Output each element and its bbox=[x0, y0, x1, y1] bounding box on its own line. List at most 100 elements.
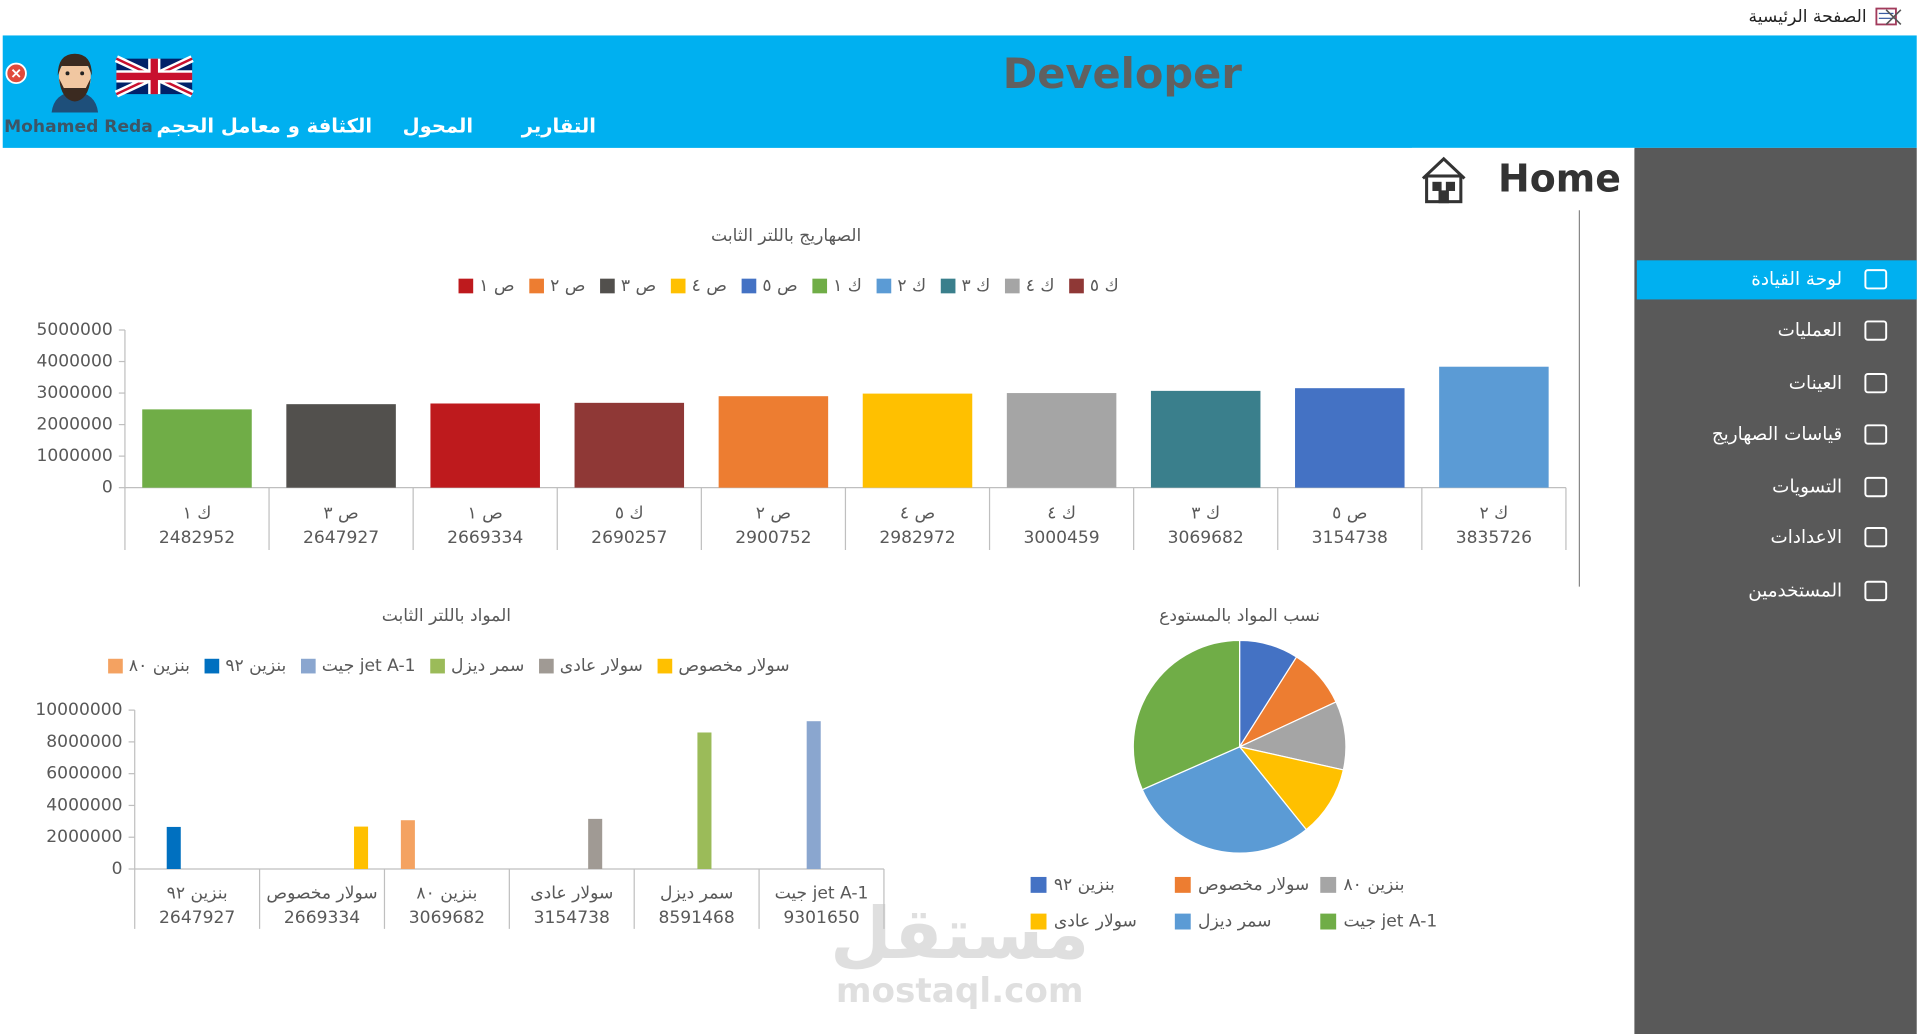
y-tick-label: 10000000 bbox=[35, 700, 122, 720]
value-label: 2900752 bbox=[735, 528, 811, 548]
legend-swatch bbox=[529, 278, 544, 294]
value-label: 3835726 bbox=[1456, 528, 1532, 548]
legend-label: ص ٢ bbox=[550, 276, 585, 296]
x-tick-label: ك ٣ bbox=[1191, 503, 1220, 523]
legend-swatch bbox=[741, 278, 757, 294]
y-tick-label: 0 bbox=[102, 478, 113, 498]
y-tick-label: 1000000 bbox=[37, 446, 113, 466]
sidebar-item[interactable]: التسويات bbox=[1772, 477, 1842, 498]
menu-item[interactable]: الكثافة و معامل الحجم bbox=[157, 115, 373, 138]
y-tick-label: 2000000 bbox=[46, 827, 122, 847]
y-tick-label: 5000000 bbox=[37, 320, 113, 340]
y-tick-label: 2000000 bbox=[37, 415, 113, 435]
sidebar-item[interactable]: الاعدادات bbox=[1770, 527, 1842, 548]
legend-swatch bbox=[108, 658, 123, 674]
sidebar-item[interactable]: المستخدمين bbox=[1748, 581, 1842, 602]
sidebar-item[interactable]: العمليات bbox=[1778, 320, 1843, 341]
x-tick-label: سمر ديزل bbox=[660, 883, 733, 903]
value-label: 2690257 bbox=[591, 528, 667, 548]
legend: ص ١ ص ٢ ص ٣ ص ٤ ص ٥ ك ١ ك ٢ ك ٣ ك ٤ ك ٥ bbox=[458, 276, 1119, 296]
legend-label: ك ٢ bbox=[897, 276, 926, 296]
close-button[interactable] bbox=[1885, 9, 1902, 26]
legend-swatch bbox=[539, 658, 554, 674]
bar bbox=[354, 826, 369, 869]
legend-label: جيت jet A-1 bbox=[1344, 912, 1438, 932]
legend-swatch bbox=[1174, 913, 1191, 930]
value-label: 2982972 bbox=[879, 528, 955, 548]
x-tick-label: سولار عادى bbox=[530, 883, 613, 903]
legend-swatch bbox=[1030, 913, 1047, 930]
value-label: 3069682 bbox=[1168, 528, 1244, 548]
header-bar bbox=[2, 35, 1917, 148]
pie-slice bbox=[1237, 701, 1347, 771]
legend-swatch bbox=[430, 658, 445, 674]
pie-slice bbox=[1132, 639, 1241, 791]
value-label: 3069682 bbox=[409, 908, 485, 928]
value-label: 2647927 bbox=[303, 528, 379, 548]
bar bbox=[400, 820, 415, 869]
sidebar-item[interactable]: العينات bbox=[1789, 373, 1842, 394]
bar bbox=[1006, 393, 1117, 488]
legend-swatch bbox=[940, 278, 956, 294]
x-tick-label: ص ١ bbox=[468, 503, 503, 523]
legend-label: سمر ديزل bbox=[1198, 912, 1271, 932]
x-tick-label: بنزين ٩٢ bbox=[167, 883, 228, 903]
value-label: 3154738 bbox=[534, 908, 610, 928]
sidebar-item[interactable]: لوحة القيادة bbox=[1751, 269, 1842, 290]
legend-swatch bbox=[876, 278, 892, 294]
pie-slice bbox=[1238, 745, 1345, 831]
x-tick-label: ص ٤ bbox=[900, 503, 935, 523]
bar bbox=[574, 402, 685, 488]
menu-item[interactable]: التقارير bbox=[521, 115, 596, 138]
x-tick-label: بنزين ٨٠ bbox=[416, 883, 477, 903]
legend-label: ص ١ bbox=[479, 276, 514, 296]
value-label: 9301650 bbox=[783, 908, 859, 928]
watermark: mostaql.com bbox=[836, 971, 1084, 1011]
legend-label: ك ٤ bbox=[1026, 276, 1055, 296]
legend-label: بنزين ٨٠ bbox=[1344, 875, 1405, 895]
bar bbox=[142, 409, 252, 488]
spacer bbox=[1411, 147, 1635, 150]
legend-label: سولار مخصوص bbox=[678, 656, 789, 676]
x-tick-label: ك ٥ bbox=[615, 503, 644, 523]
legend-label: سولار عادى bbox=[1054, 912, 1137, 932]
brand: Developer bbox=[1003, 49, 1243, 98]
legend-label: ص ٥ bbox=[762, 276, 797, 296]
x-tick-label: جيت jet A-1 bbox=[775, 883, 869, 903]
legend-label: ك ٥ bbox=[1090, 276, 1119, 296]
legend-swatch bbox=[600, 278, 615, 294]
exit-icon[interactable] bbox=[5, 62, 27, 85]
y-tick-label: 8000000 bbox=[46, 732, 122, 752]
sidebar-icon bbox=[1864, 527, 1888, 548]
legend-label: ك ١ bbox=[833, 276, 862, 296]
bar bbox=[166, 826, 181, 869]
legend-swatch bbox=[812, 278, 828, 294]
value-label: 2647927 bbox=[159, 908, 235, 928]
legend-label: ص ٤ bbox=[692, 276, 727, 296]
legend-label: جيت jet A-1 bbox=[322, 656, 416, 676]
legend-swatch bbox=[458, 278, 474, 294]
legend-label: بنزين ٩٢ bbox=[1054, 875, 1115, 895]
bar bbox=[697, 732, 712, 869]
legend-swatch bbox=[1174, 876, 1191, 893]
sidebar-icon bbox=[1864, 476, 1888, 498]
chart-title: المواد باللتر الثابت bbox=[382, 606, 511, 626]
bar bbox=[1295, 388, 1405, 488]
sidebar-item[interactable]: قياسات الصهاريج bbox=[1712, 424, 1842, 445]
language-flag[interactable] bbox=[114, 55, 194, 98]
bar bbox=[718, 396, 829, 488]
x-tick-label: ص ٢ bbox=[756, 503, 791, 523]
bar bbox=[1150, 390, 1261, 488]
legend-swatch bbox=[204, 658, 220, 674]
legend-swatch bbox=[1320, 876, 1337, 893]
sidebar-icon bbox=[1864, 320, 1888, 341]
legend-label: ص ٣ bbox=[621, 276, 656, 296]
legend-label: بنزين ٨٠ bbox=[129, 656, 190, 676]
page-title: Home bbox=[1498, 156, 1621, 200]
legend-label: بنزين ٩٢ bbox=[225, 656, 286, 676]
bar bbox=[862, 393, 973, 488]
menu-item[interactable]: المحول bbox=[403, 115, 473, 138]
y-tick-label: 4000000 bbox=[37, 352, 113, 372]
